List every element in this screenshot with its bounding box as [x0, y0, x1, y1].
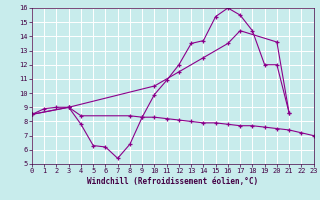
X-axis label: Windchill (Refroidissement éolien,°C): Windchill (Refroidissement éolien,°C) [87, 177, 258, 186]
